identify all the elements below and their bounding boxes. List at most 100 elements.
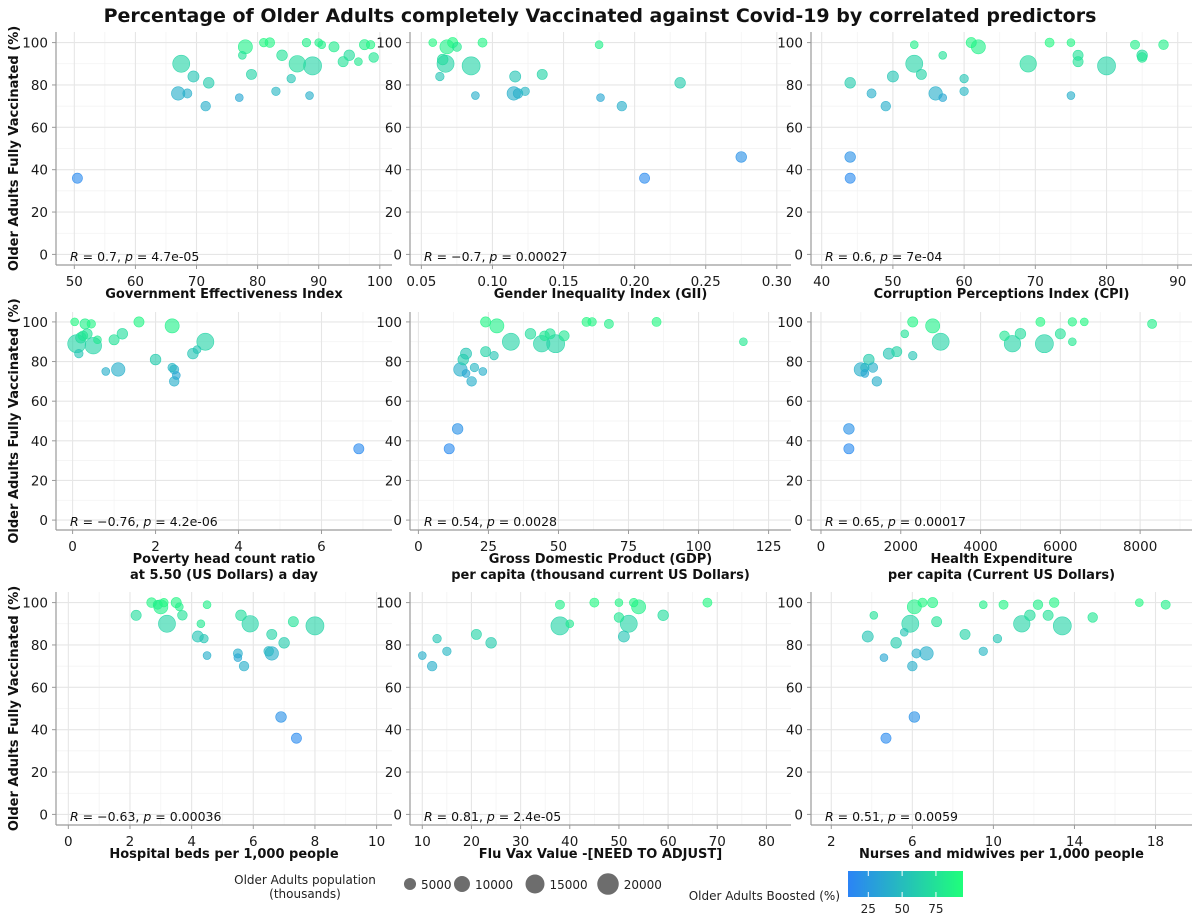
legend: Older Adults population(thousands) 5000 10… [234,871,963,916]
y-tick-label: 40 [786,434,803,450]
data-point [614,598,624,607]
x-tick-label: 0.10 [477,274,507,290]
data-point [1014,328,1027,340]
data-point [278,637,290,649]
data-point [71,172,83,184]
data-point [899,627,909,637]
y-tick-label: 80 [385,355,402,371]
data-point [917,597,928,608]
data-point [366,40,376,50]
y-tick-label: 40 [786,723,803,739]
x-tick-label: 90 [1169,274,1186,290]
x-tick-label: 6 [317,539,326,555]
data-point [891,346,903,358]
y-tick-label: 20 [385,765,402,781]
data-point [301,37,312,48]
y-tick-label: 20 [385,473,402,489]
data-point [844,172,856,184]
data-point [919,646,934,661]
y-tick-label: 60 [31,394,48,410]
data-point [275,711,287,723]
y-tick-label: 80 [786,78,803,94]
y-tick-label: 80 [31,355,48,371]
color-legend-tick-label: 25 [861,902,876,916]
y-tick-label: 0 [794,513,803,529]
data-point [442,646,452,656]
correlation-annotation: R = 0.81, p = 2.4e-05 [424,809,561,824]
data-point [639,172,650,184]
data-point [74,349,84,359]
data-point [629,597,639,608]
data-point [907,660,918,672]
color-legend-tick-label: 50 [894,902,909,916]
x-tick-label: 2 [126,834,135,850]
data-point [451,423,464,435]
panel-gdp: 0 20 40 60 80 100 0 25 50 75 100 125 Gross Domestic … [376,312,791,583]
data-point [869,611,879,620]
data-point [263,646,274,657]
x-tick-label: 0.05 [406,274,436,290]
x-axis-label: Gross Domestic Product (GDP) [489,552,713,567]
y-tick-label: 0 [794,807,803,823]
x-tick-label: 18 [1147,834,1164,850]
x-tick-label: 80 [1098,274,1115,290]
y-tick-label: 0 [794,247,803,263]
data-point [1080,317,1089,327]
data-point [291,732,302,744]
y-tick-label: 100 [777,36,803,52]
data-point [192,345,202,354]
size-legend-label: 5000 [421,878,452,892]
data-point [1019,55,1037,73]
y-tick-label: 80 [385,78,402,94]
y-tick-label: 80 [786,638,803,654]
data-point [927,597,939,609]
correlation-annotation: R = 0.65, p = 0.00017 [825,514,966,529]
data-point [555,599,565,610]
data-point [558,330,570,342]
data-point [911,648,922,659]
x-tick-label: 70 [188,274,205,290]
data-point [925,318,941,334]
x-tick-label: 2 [827,834,836,850]
data-point [900,329,910,339]
size-legend-circle [525,874,545,894]
y-tick-label: 20 [31,765,48,781]
data-point [108,334,120,346]
correlation-annotation: R = 0.7, p = 4.7e-05 [70,249,199,264]
data-point [477,37,488,48]
data-point [86,319,96,329]
y-tick-label: 20 [786,765,803,781]
data-point [844,77,856,89]
data-point [589,597,600,608]
x-tick-label: 60 [660,834,677,850]
data-point [509,70,522,83]
data-point [890,637,902,649]
data-point [337,56,349,68]
data-point [196,619,206,629]
x-tick-label: 6 [249,834,258,850]
data-point [1135,598,1144,607]
data-point [965,37,977,49]
data-point [432,633,442,644]
color-legend-tick-label: 75 [928,902,943,916]
data-point [111,362,126,377]
data-point [305,616,325,636]
size-legend-label: 15000 [549,878,587,892]
data-point [1158,39,1169,50]
panel-flu: 0 20 40 60 80 100 10 20 30 40 50 60 70 80 Flu Vax Valu… [376,592,791,862]
x-tick-label: 10 [414,834,431,850]
data-point [843,443,855,455]
x-tick-label: 0.30 [762,274,792,290]
data-point [978,646,988,656]
y-tick-label: 60 [786,120,803,136]
data-point [1067,317,1077,327]
data-point [1013,615,1031,633]
data-point [418,651,427,660]
correlation-annotation: R = 0.6, p = 7e-04 [825,249,942,264]
panel-gii: 0 20 40 60 80 100 0.05 0.10 0.15 0.20 0.25 0.30 Gend… [376,32,792,302]
data-point [908,711,921,723]
x-tick-label: 0 [414,539,423,555]
data-point [426,660,438,672]
data-point [1066,91,1076,100]
